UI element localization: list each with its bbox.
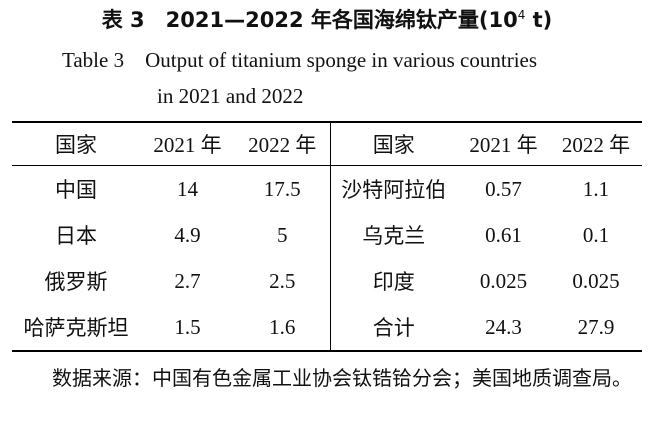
table-cell: 0.025	[572, 268, 620, 293]
table-cell: 沙特阿拉伯	[341, 178, 447, 202]
header-row: 国家 2021 年 2022 年国家 2021 年 2022 年	[12, 122, 642, 166]
header-cell: 国家	[330, 122, 457, 166]
table-cell: 4.9	[174, 222, 201, 247]
table-cell: 俄罗斯	[44, 270, 108, 294]
table-cell: 5	[235, 212, 331, 258]
title-text: 2021—2022 年各国海绵钛产量(10	[165, 8, 518, 32]
data-table: 国家 2021 年 2022 年国家 2021 年 2022 年 中国 14 17.5 沙特阿…	[12, 121, 642, 352]
table-cell: 印度	[372, 270, 415, 294]
table-cell: 哈萨克斯坦	[23, 316, 129, 340]
table-row: 俄罗斯 2.7 2.5 印度 0.025 0.025	[12, 258, 642, 304]
table-row: 中国 14 17.5 沙特阿拉伯 0.57 1.1	[12, 165, 642, 212]
table-label: 表 3	[101, 8, 145, 32]
table-cell: 17.5	[235, 165, 331, 212]
header-cell: 国家	[12, 122, 140, 166]
table-cell: 0.61	[485, 222, 522, 247]
table-cell: 0.025	[479, 268, 528, 293]
table-row: 哈萨克斯坦 1.5 1.6 合计 24.3 27.9	[12, 304, 642, 351]
title-en: Table 3 Output of titanium sponge in var…	[62, 48, 538, 72]
table-cell: 27.9	[577, 314, 615, 339]
table-cell: 2.5	[235, 258, 331, 304]
table-cell: 1.5	[174, 314, 201, 339]
table-cell: 日本	[55, 224, 97, 248]
table-cell: 14	[177, 176, 198, 201]
header-cell: 2021 年	[140, 122, 235, 166]
header-cell: 2021 年	[457, 122, 550, 166]
header-cell: 2022 年	[235, 122, 331, 166]
table-cell: 合计	[372, 316, 415, 340]
table-cell: 1.1	[582, 176, 610, 201]
table-cell: 1.6	[235, 304, 331, 351]
table-row: 日本 4.9 5 乌克兰 0.61 0.1	[12, 212, 642, 258]
table-cell: 24.3	[485, 314, 522, 339]
table-cell: 0.1	[582, 222, 610, 247]
table-cell: 中国	[55, 178, 97, 202]
title-en: in 2021 and 2022	[157, 84, 304, 108]
superscript: 4	[517, 8, 526, 22]
header-cell: 2022 年	[550, 122, 642, 166]
table-cell: 0.57	[485, 176, 522, 201]
source-note: 数据来源：中国有色金属工业协会钛锆铪分会；美国地质调查局。	[52, 366, 632, 390]
table-cell: 乌克兰	[362, 224, 426, 248]
table-cell: 2.7	[174, 268, 201, 293]
unit: t)	[525, 8, 553, 32]
table-body: 中国 14 17.5 沙特阿拉伯 0.57 1.1 日本 4.9 5 乌克兰 0.61 0.1 俄罗斯 2…	[12, 165, 642, 351]
title-cn: 表 3 2021—2022 年各国海绵钛产量(104 t)	[0, 4, 654, 34]
